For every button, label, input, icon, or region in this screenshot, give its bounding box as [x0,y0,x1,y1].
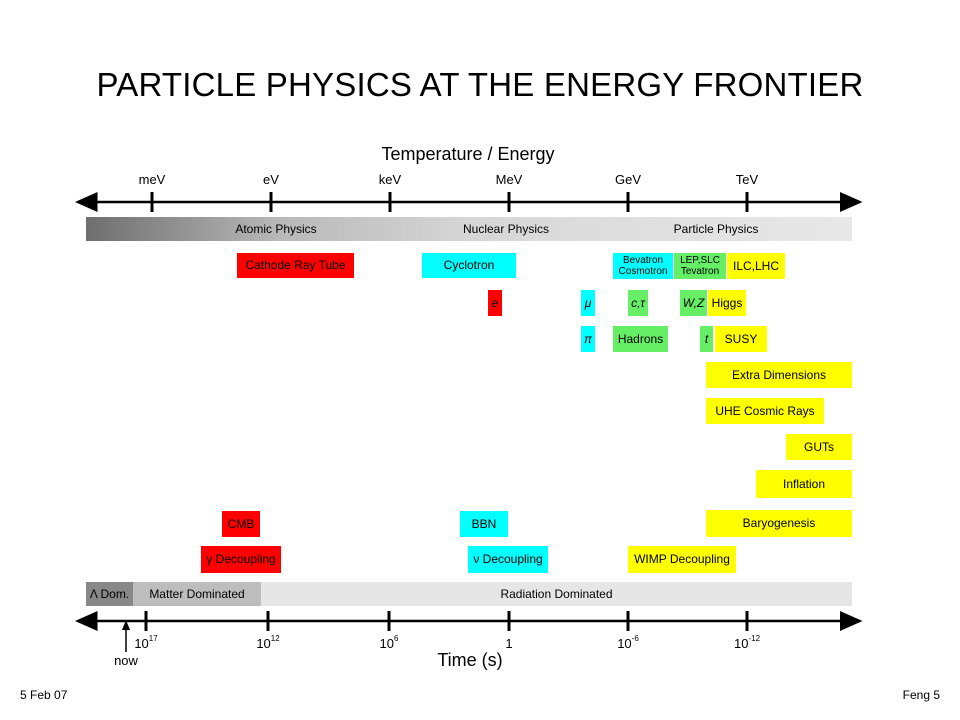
box-susy: SUSY [715,326,767,352]
top-tick-label: TeV [735,172,759,187]
box-lep-slc-tevatron: LEP,SLC Tevatron [674,253,726,279]
box-gamma-decoupling: γ Decoupling [201,546,281,573]
box-bbn: BBN [460,511,508,537]
now-label: now [114,653,138,668]
band-atomic-physics: Atomic Physics [235,222,317,236]
box-pion: π [581,326,595,352]
bottom-axis-title: Time (s) [437,650,503,670]
bottom-tick-label: 1012 [256,634,280,651]
box-extra-dimensions: Extra Dimensions [706,362,852,388]
label-tevatron: Tevatron [680,266,720,277]
box-cathode-ray-tube: Cathode Ray Tube [237,253,354,278]
label-lep-slc: LEP,SLC [680,255,720,266]
bottom-tick-label: 106 [379,634,399,651]
slide-title: PARTICLE PHYSICS AT THE ENERGY FRONTIER [96,66,864,103]
box-hadrons: Hadrons [613,326,668,352]
top-physics-band: Atomic Physics Nuclear Physics Particle … [86,217,852,241]
bottom-era-band: Λ Dom. Matter Dominated Radiation Domina… [86,582,852,606]
top-tick-label: eV [263,172,279,187]
box-c-tau: c,τ [628,290,648,316]
band-nuclear-physics: Nuclear Physics [462,222,550,236]
box-higgs: Higgs [708,290,746,316]
box-electron: e [488,290,502,316]
box-inflation: Inflation [756,470,852,498]
top-tick-label: keV [378,172,402,187]
bottom-tick-label: 1017 [134,634,158,651]
band-matter-dominated: Matter Dominated [133,582,261,606]
label-bevatron: Bevatron [622,255,664,266]
top-tick-label: meV [138,172,166,187]
box-nu-decoupling: ν Decoupling [468,546,548,573]
box-guts: GUTs [786,434,852,460]
box-bevatron-cosmotron: Bevatron Cosmotron [613,253,673,279]
band-lambda-dominated: Λ Dom. [86,582,133,606]
footer-author-page: Feng 5 [902,688,940,702]
bottom-tick-label: 1 [505,636,513,651]
box-cmb: CMB [222,511,260,537]
box-baryogenesis: Baryogenesis [706,510,852,537]
bottom-tick-label: 10-6 [617,634,639,651]
top-axis-title: Temperature / Energy [381,144,555,164]
footer-date: 5 Feb 07 [20,688,68,702]
top-tick-label: GeV [614,172,641,187]
box-uhe-cosmic-rays: UHE Cosmic Rays [706,398,824,424]
band-particle-physics: Particle Physics [673,222,759,236]
box-wimp-decoupling: WIMP Decoupling [628,546,736,573]
box-ilc-lhc: ILC,LHC [727,253,785,279]
top-tick-label: MeV [495,172,523,187]
box-muon: μ [581,290,595,316]
box-top-quark: t [700,326,713,352]
label-cosmotron: Cosmotron [618,266,668,277]
band-radiation-dominated: Radiation Dominated [261,582,852,606]
box-cyclotron: Cyclotron [422,253,516,278]
box-w-z: W,Z [680,290,707,316]
bottom-tick-label: 10-12 [733,634,761,651]
